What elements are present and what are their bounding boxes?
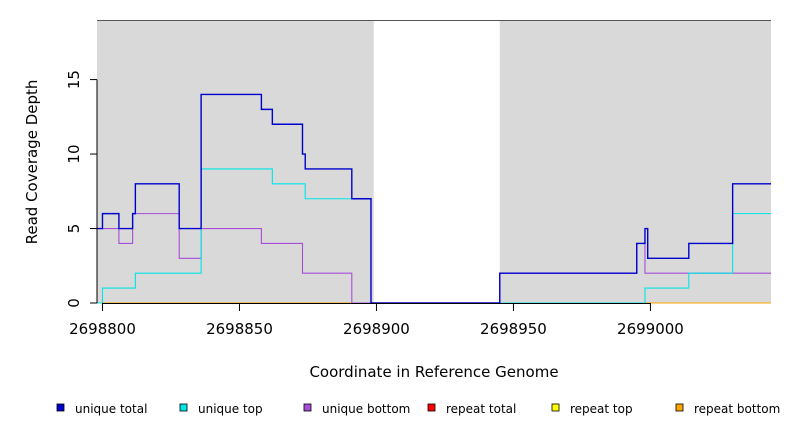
plot-background (97, 20, 771, 303)
shaded-region-2 (499, 20, 771, 303)
y-tick-label: 15 (65, 70, 83, 89)
x-axis: 2698800 2698850 2698900 2698950 2699000 (69, 303, 684, 338)
y-axis-title: Read Coverage Depth (23, 80, 41, 245)
y-tick-label: 10 (65, 145, 83, 164)
x-tick-label: 2698900 (343, 320, 410, 338)
legend-swatch-repeat-bottom (675, 403, 684, 412)
legend-swatch-repeat-total (427, 403, 436, 412)
shaded-region-1 (97, 20, 374, 303)
y-axis: 0 5 10 15 (65, 70, 98, 308)
y-tick-label: 5 (65, 224, 83, 234)
legend-label-unique-top: unique top (198, 402, 263, 416)
series-line-unique-total (97, 93, 771, 304)
legend-label-unique-bottom: unique bottom (322, 402, 410, 416)
x-axis-title: Coordinate in Reference Genome (309, 363, 558, 381)
legend-swatch-repeat-top (551, 403, 560, 412)
legend-label-repeat-bottom: repeat bottom (694, 402, 780, 416)
x-tick-label: 2698850 (206, 320, 273, 338)
x-tick-label: 2698800 (69, 320, 136, 338)
legend-swatch-unique-total (56, 403, 65, 412)
x-tick-label: 2699000 (617, 320, 684, 338)
x-tick-label: 2698950 (480, 320, 547, 338)
legend-label-repeat-total: repeat total (446, 402, 516, 416)
legend: unique total unique top unique bottom repea… (56, 402, 780, 416)
y-tick-label: 0 (65, 298, 83, 308)
legend-swatch-unique-top (179, 403, 188, 412)
legend-label-repeat-top: repeat top (570, 402, 633, 416)
series-line-unique-top (97, 168, 771, 304)
legend-label-unique-total: unique total (75, 402, 147, 416)
legend-swatch-unique-bottom (303, 403, 312, 412)
